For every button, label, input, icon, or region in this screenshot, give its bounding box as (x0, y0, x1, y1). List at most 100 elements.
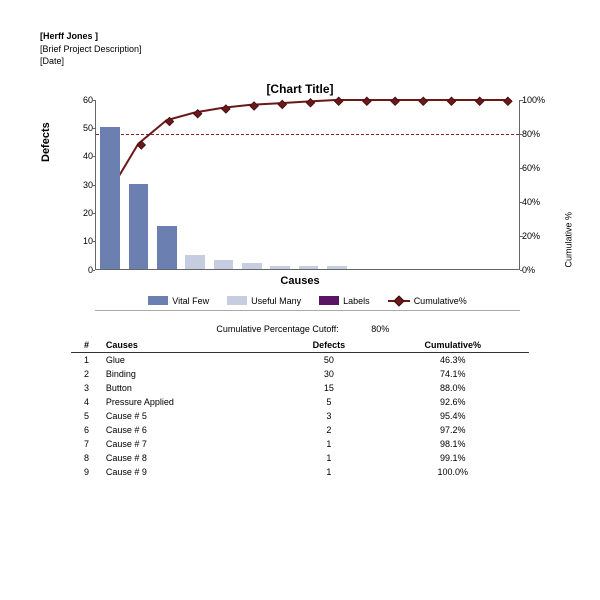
cell-cause: Binding (102, 367, 281, 381)
ytick-right: 100% (522, 95, 554, 105)
cell-cause: Cause # 7 (102, 437, 281, 451)
cutoff-label: Cumulative Percentage Cutoff: (189, 324, 369, 334)
table-row: 3Button1588.0% (71, 381, 529, 395)
bar (185, 255, 205, 269)
cell-cause: Cause # 9 (102, 465, 281, 479)
cell-cumulative: 92.6% (377, 395, 529, 409)
ytick-left: 40 (75, 151, 93, 161)
bar (214, 260, 234, 269)
cell-defects: 1 (281, 465, 377, 479)
cell-num: 5 (71, 409, 102, 423)
cell-cumulative: 95.4% (377, 409, 529, 423)
legend-label-labels: Labels (343, 296, 370, 306)
cell-num: 8 (71, 451, 102, 465)
ytick-left: 10 (75, 236, 93, 246)
legend-label-many: Useful Many (251, 296, 301, 306)
cell-cause: Cause # 6 (102, 423, 281, 437)
table-row: 1Glue5046.3% (71, 352, 529, 367)
cell-defects: 1 (281, 437, 377, 451)
cell-num: 7 (71, 437, 102, 451)
ytick-right: 40% (522, 197, 554, 207)
bar (100, 127, 120, 269)
table-header-row: # Causes Defects Cumulative% (71, 338, 529, 353)
header-block: [Herff Jones ] [Brief Project Descriptio… (40, 30, 560, 68)
ytick-right: 80% (522, 129, 554, 139)
ytick-left: 30 (75, 180, 93, 190)
cell-cumulative: 100.0% (377, 465, 529, 479)
swatch-vital-few (148, 296, 168, 305)
swatch-useful-many (227, 296, 247, 305)
bar (299, 266, 319, 269)
table-row: 6Cause # 6297.2% (71, 423, 529, 437)
cell-num: 6 (71, 423, 102, 437)
cell-defects: 15 (281, 381, 377, 395)
ytick-left: 50 (75, 123, 93, 133)
legend-useful-many: Useful Many (227, 296, 301, 306)
ytick-right: 20% (522, 231, 554, 241)
cell-defects: 50 (281, 352, 377, 367)
cutoff-value: 80% (371, 324, 411, 334)
cell-cumulative: 97.2% (377, 423, 529, 437)
y-axis-right-label: Cumulative % (564, 212, 574, 268)
cell-cumulative: 88.0% (377, 381, 529, 395)
cell-defects: 2 (281, 423, 377, 437)
plot-area (95, 100, 520, 270)
y-axis-left-label: Defects (40, 122, 52, 162)
page: [Herff Jones ] [Brief Project Descriptio… (0, 0, 600, 489)
cell-num: 4 (71, 395, 102, 409)
ytick-left: 60 (75, 95, 93, 105)
legend-labels: Labels (319, 296, 370, 306)
table-body: 1Glue5046.3%2Binding3074.1%3Button1588.0… (71, 352, 529, 479)
table-row: 5Cause # 5395.4% (71, 409, 529, 423)
ytick-left: 20 (75, 208, 93, 218)
table-row: 9Cause # 91100.0% (71, 465, 529, 479)
cell-cumulative: 74.1% (377, 367, 529, 381)
bar (327, 266, 347, 269)
cell-defects: 3 (281, 409, 377, 423)
cell-defects: 5 (281, 395, 377, 409)
x-axis-label: Causes (40, 275, 560, 287)
cell-cause: Pressure Applied (102, 395, 281, 409)
cell-num: 3 (71, 381, 102, 395)
cell-cumulative: 98.1% (377, 437, 529, 451)
cell-cause: Cause # 8 (102, 451, 281, 465)
chart-title: [Chart Title] (40, 82, 560, 96)
cell-defects: 1 (281, 451, 377, 465)
cell-cause: Cause # 5 (102, 409, 281, 423)
cell-num: 9 (71, 465, 102, 479)
swatch-cumulative-line (388, 300, 410, 302)
pareto-chart: [Chart Title] Defects Cumulative % 01020… (40, 82, 560, 312)
header-project: [Brief Project Description] (40, 43, 560, 56)
table-row: 2Binding3074.1% (71, 367, 529, 381)
cell-defects: 30 (281, 367, 377, 381)
col-cumulative: Cumulative% (377, 338, 529, 353)
ytick-right: 60% (522, 163, 554, 173)
header-date: [Date] (40, 55, 560, 68)
ytick-right: 0% (522, 265, 554, 275)
cell-num: 1 (71, 352, 102, 367)
legend-cumulative: Cumulative% (388, 296, 467, 306)
bar (129, 184, 149, 269)
legend-vital-few: Vital Few (148, 296, 209, 306)
header-company: [Herff Jones ] (40, 30, 560, 43)
table-row: 8Cause # 8199.1% (71, 451, 529, 465)
cell-cause: Button (102, 381, 281, 395)
cell-cumulative: 99.1% (377, 451, 529, 465)
cell-cause: Glue (102, 352, 281, 367)
cell-cumulative: 46.3% (377, 352, 529, 367)
cutoff-row: Cumulative Percentage Cutoff: 80% (40, 324, 560, 334)
swatch-labels (319, 296, 339, 305)
col-defects: Defects (281, 338, 377, 353)
legend-label-cum: Cumulative% (414, 296, 467, 306)
bar (242, 263, 262, 269)
cell-num: 2 (71, 367, 102, 381)
ytick-left: 0 (75, 265, 93, 275)
col-num: # (71, 338, 102, 353)
data-table: # Causes Defects Cumulative% 1Glue5046.3… (71, 338, 529, 479)
chart-legend: Vital Few Useful Many Labels Cumulative% (95, 296, 520, 311)
bar (270, 266, 290, 269)
table-row: 4Pressure Applied592.6% (71, 395, 529, 409)
legend-label-vital: Vital Few (172, 296, 209, 306)
table-row: 7Cause # 7198.1% (71, 437, 529, 451)
col-cause: Causes (102, 338, 281, 353)
